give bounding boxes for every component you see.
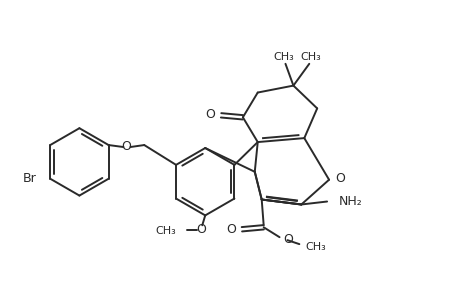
Text: O: O [121, 140, 131, 152]
Text: CH₃: CH₃ [300, 52, 321, 62]
Text: O: O [283, 233, 293, 246]
Text: CH₃: CH₃ [305, 242, 325, 252]
Text: O: O [205, 108, 215, 121]
Text: CH₃: CH₃ [273, 52, 293, 62]
Text: O: O [196, 223, 206, 236]
Text: Br: Br [22, 172, 36, 185]
Text: CH₃: CH₃ [156, 226, 176, 236]
Text: O: O [334, 172, 344, 185]
Text: O: O [225, 223, 235, 236]
Text: NH₂: NH₂ [338, 195, 362, 208]
